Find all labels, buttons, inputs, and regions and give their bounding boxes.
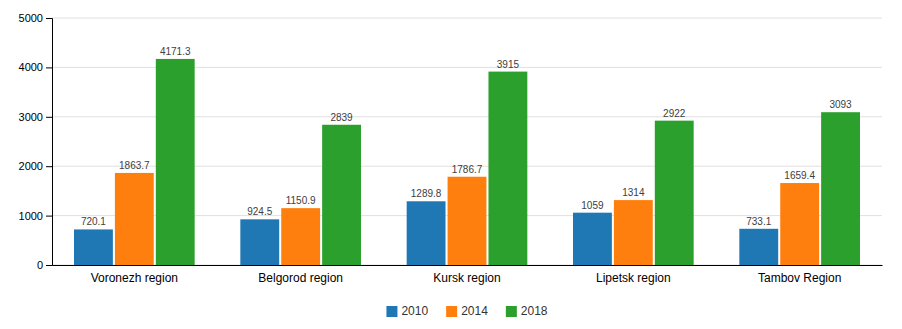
x-tick-label: Voronezh region (91, 271, 178, 285)
y-tick-label: 0 (37, 259, 43, 271)
x-axis-line (53, 265, 883, 266)
y-axis: 0 1000 2000 3000 4000 5000 (19, 12, 53, 271)
bar (240, 219, 279, 265)
grid-line (52, 18, 882, 19)
bar (281, 208, 320, 265)
grid (52, 18, 882, 265)
x-tick-label: Tambov Region (758, 271, 841, 285)
data-label: 3093 (829, 99, 852, 110)
y-tick: 1000 (19, 210, 52, 222)
x-tick: Lipetsk region (596, 271, 671, 285)
bar (407, 201, 446, 265)
plot: 0 1000 2000 3000 4000 5000 Voronezh region Belg… (19, 12, 883, 285)
x-tick: Tambov Region (758, 271, 841, 285)
data-label: 1314 (622, 187, 645, 198)
data-label: 1659.4 (784, 170, 815, 181)
bar (739, 229, 778, 265)
data-label: 1786.7 (452, 164, 483, 175)
data-labels: 720.1 924.5 1289.8 1059 733.1 1863.7 1150.9 178… (81, 46, 852, 227)
bar (614, 200, 653, 265)
bar (115, 173, 154, 265)
y-tick-mark (46, 216, 52, 217)
y-tick-mark (46, 18, 52, 19)
bar (156, 59, 195, 265)
x-tick-label: Kursk region (433, 271, 500, 285)
legend-swatch (506, 306, 517, 317)
y-tick: 4000 (19, 61, 52, 73)
legend-label: 2010 (401, 304, 428, 318)
chart: 0 1000 2000 3000 4000 5000 Voronezh region Belg… (0, 0, 902, 329)
legend-item: 2018 (506, 304, 548, 318)
y-tick-label: 1000 (19, 210, 43, 222)
bar (488, 72, 527, 265)
y-tick-label: 4000 (19, 61, 43, 73)
y-tick: 3000 (19, 111, 52, 123)
x-tick: Kursk region (433, 271, 500, 285)
y-axis-line (46, 19, 53, 266)
x-tick: Voronezh region (91, 271, 178, 285)
x-tick-label: Lipetsk region (596, 271, 671, 285)
legend-label: 2018 (521, 304, 548, 318)
y-tick-mark (46, 117, 52, 118)
y-tick-label: 3000 (19, 111, 43, 123)
y-tick: 5000 (19, 12, 52, 24)
legend-swatch (386, 306, 397, 317)
y-tick-label: 5000 (19, 12, 43, 24)
legend: 2010 2014 2018 (386, 304, 547, 318)
bar (448, 177, 487, 265)
bars (74, 59, 860, 265)
y-tick: 0 (37, 259, 52, 271)
data-label: 924.5 (247, 206, 272, 217)
bar (780, 183, 819, 265)
data-label: 2839 (330, 112, 353, 123)
data-label: 733.1 (746, 216, 771, 227)
bar (322, 125, 361, 265)
y-tick-mark (46, 166, 52, 167)
data-label: 1150.9 (286, 195, 316, 206)
y-tick: 2000 (19, 160, 52, 172)
data-label: 1059 (581, 200, 604, 211)
bar (655, 121, 694, 265)
x-tick-label: Belgorod region (258, 271, 343, 285)
x-tick: Belgorod region (258, 271, 343, 285)
legend-label: 2014 (461, 304, 488, 318)
bar (74, 229, 113, 265)
data-label: 1289.8 (411, 188, 442, 199)
legend-item: 2014 (446, 304, 488, 318)
legend-swatch (446, 306, 457, 317)
y-tick-label: 2000 (19, 160, 43, 172)
data-label: 2922 (663, 108, 686, 119)
y-tick-mark (46, 265, 52, 266)
bar (573, 213, 612, 265)
x-axis: Voronezh region Belgorod region Kursk regi… (53, 266, 883, 285)
data-label: 3915 (497, 59, 520, 70)
data-label: 720.1 (81, 216, 106, 227)
y-tick-mark (46, 67, 52, 68)
data-label: 4171.3 (160, 46, 191, 57)
bar (821, 112, 860, 265)
data-label: 1863.7 (119, 160, 150, 171)
legend-item: 2010 (386, 304, 428, 318)
